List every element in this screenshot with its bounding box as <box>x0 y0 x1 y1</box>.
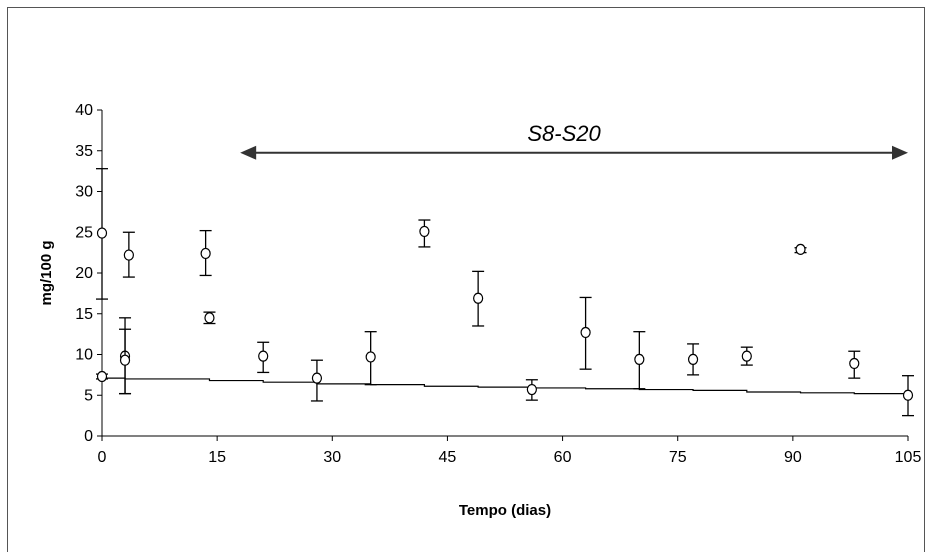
data-point <box>526 383 537 396</box>
y-tick-label: 25 <box>75 224 93 241</box>
data-point <box>96 227 108 239</box>
y-tick-label: 40 <box>75 102 93 119</box>
data-point <box>473 292 484 304</box>
y-tick-label: 10 <box>75 347 93 364</box>
step-line <box>102 377 909 395</box>
data-point <box>119 354 131 366</box>
data-point <box>634 353 645 365</box>
annotation-layer: S8-S20 <box>240 121 908 160</box>
y-axis-title: mg/100 g <box>38 240 55 305</box>
data-point <box>96 370 108 383</box>
data-point <box>123 249 134 261</box>
annotation-label: S8-S20 <box>527 121 601 146</box>
data-point <box>795 243 806 255</box>
points-layer <box>96 168 914 417</box>
y-tick-label: 30 <box>75 184 93 201</box>
step-line-layer <box>102 377 909 395</box>
data-point <box>580 326 591 339</box>
data-point <box>741 350 752 362</box>
x-tick-label: 75 <box>669 449 687 466</box>
data-point <box>687 353 699 365</box>
y-tick-label: 5 <box>84 387 93 404</box>
data-point <box>258 350 269 362</box>
data-point <box>419 225 430 238</box>
data-point <box>365 351 376 363</box>
data-point <box>200 247 211 260</box>
y-tick-label: 0 <box>84 428 93 445</box>
data-point <box>849 357 860 370</box>
x-tick-label: 60 <box>554 449 572 466</box>
x-tick-label: 90 <box>784 449 802 466</box>
x-tick-label: 30 <box>323 449 341 466</box>
annotation-arrow-head-left <box>240 145 257 160</box>
x-axis-title: Tempo (dias) <box>459 502 551 519</box>
y-tick-label: 35 <box>75 143 93 160</box>
data-point <box>204 312 215 324</box>
x-tick-label: 45 <box>439 449 457 466</box>
x-tick-label: 0 <box>98 449 107 466</box>
annotation-arrow-head-right <box>892 145 908 160</box>
data-point <box>902 389 914 401</box>
y-tick-label: 20 <box>75 265 93 282</box>
chart-frame <box>7 7 925 552</box>
x-tick-label: 105 <box>895 449 922 466</box>
y-tick-label: 15 <box>75 306 93 323</box>
x-tick-label: 15 <box>208 449 226 466</box>
axes: 0 5 10 15 20 25 30 35 40 0 15 30 45 60 75 90 105 <box>75 102 921 466</box>
data-point <box>311 372 323 384</box>
